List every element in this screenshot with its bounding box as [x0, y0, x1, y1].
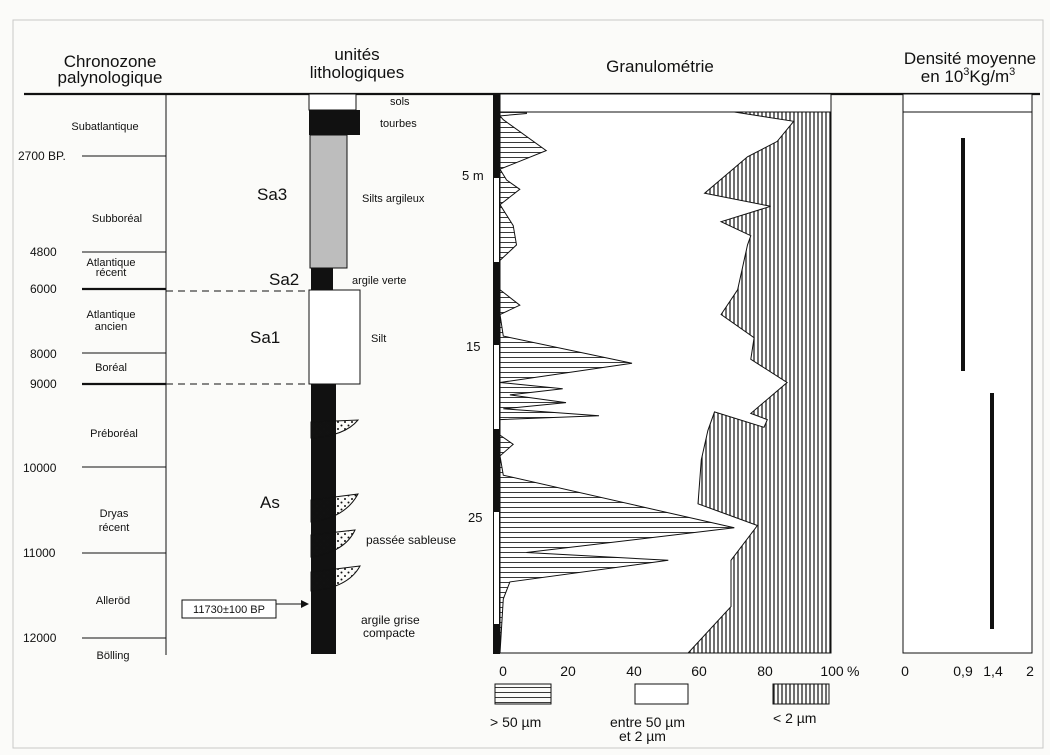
tourbes-layer [309, 110, 360, 135]
legend-label-medium-1: entre 50 µm [610, 714, 685, 730]
x-tick-60: 60 [691, 663, 707, 679]
granulometry-top-box [499, 93, 832, 113]
label-passee-sableuse: passée sableuse [366, 533, 456, 547]
sand-lens-3 [310, 529, 356, 558]
chronozone-dryas-recent-1: Dryas [100, 508, 129, 520]
label-tourbes: tourbes [380, 118, 417, 130]
age-labels: 2700 BP. 4800 6000 8000 9000 10000 11000… [18, 149, 66, 645]
chronozone-bolling: Bölling [96, 650, 129, 662]
figure-border [12, 19, 1044, 749]
argile-verte-layer [311, 268, 333, 290]
legend-swatch-fine [772, 683, 830, 705]
density-panel: 0 0,9 1,4 2 [901, 93, 1034, 679]
chronozone-header-line2: palynologique [58, 68, 163, 87]
granulometry-x-axis: 0 20 40 60 80 100 % [499, 663, 859, 679]
chronozone-allerod: Alleröd [96, 595, 130, 607]
chronozone-subatlantique: Subatlantique [71, 121, 138, 133]
x-tick-20: 20 [560, 663, 576, 679]
unit-sa1: Sa1 [250, 328, 280, 347]
chronozone-dryas-recent-2: récent [99, 522, 130, 534]
granulometry-header: Granulométrie [606, 57, 714, 76]
age-6000: 6000 [30, 282, 57, 296]
chronozone-boreal: Boréal [95, 362, 127, 374]
chronozone-atlantique-recent-2: récent [96, 267, 127, 279]
unit-sa2: Sa2 [269, 270, 299, 289]
age-11000: 11000 [23, 546, 56, 560]
age-8000: 8000 [30, 347, 57, 361]
density-header-line1: Densité moyenne [904, 49, 1036, 68]
label-sols: sols [390, 96, 410, 108]
density-tick-2: 2 [1026, 663, 1034, 679]
label-silt: Silt [371, 333, 386, 345]
density-tick-1-4: 1,4 [983, 663, 1003, 679]
silts-argileux-layer [309, 134, 348, 269]
age-9000: 9000 [30, 377, 57, 391]
x-tick-100: 100 [820, 663, 844, 679]
dating-box [181, 599, 277, 619]
sand-lens-2 [310, 493, 359, 523]
chronozone-atlantique-recent-1: Atlantique [87, 257, 136, 269]
legend-label-fine: < 2 µm [773, 710, 816, 726]
x-tick-40: 40 [626, 663, 642, 679]
depth-scale: 5 m 15 25 [462, 94, 500, 654]
coarse-fraction-area [498, 111, 735, 654]
unit-sa3: Sa3 [257, 185, 287, 204]
label-silts-argileux: Silts argileux [362, 193, 425, 205]
legend: > 50 µm entre 50 µm et 2 µm < 2 µm [490, 683, 830, 744]
sand-lens-4 [310, 565, 361, 592]
label-argile-grise-1: argile grise [361, 613, 420, 627]
unit-labels: Sa3 Sa2 Sa1 As [250, 185, 299, 512]
legend-label-coarse: > 50 µm [490, 714, 541, 730]
x-tick-80: 80 [757, 663, 773, 679]
dating-arrowhead [301, 600, 309, 608]
lithology-header-line2: lithologiques [310, 63, 405, 82]
density-header-line2: en 103Kg/m3 [921, 66, 1015, 86]
dating-label: 11730±100 BP [193, 604, 265, 616]
chronozone-atlantique-ancien-1: Atlantique [87, 309, 136, 321]
silt-layer [308, 289, 361, 385]
age-2700: 2700 BP. [18, 149, 66, 163]
legend-swatch-coarse [494, 683, 552, 705]
label-argile-verte: argile verte [352, 275, 406, 287]
chronozone-atlantique-ancien-2: ancien [95, 321, 127, 333]
sols-layer [308, 93, 357, 111]
density-plot-area [902, 93, 1033, 654]
fine-fraction-area [686, 111, 831, 654]
x-axis-unit: % [847, 663, 859, 679]
depth-segment-white-2 [494, 345, 499, 429]
chronozone-preboreal: Préboréal [90, 428, 138, 440]
x-tick-0: 0 [499, 663, 507, 679]
unit-as: As [260, 493, 280, 512]
chronozone-subboreal: Subboréal [92, 213, 142, 225]
lithology-header-line1: unités [334, 45, 379, 64]
depth-15: 15 [466, 339, 480, 354]
age-12000: 12000 [23, 631, 57, 645]
density-bar-upper [961, 138, 965, 371]
lithology-descriptions: sols tourbes Silts argileux argile verte… [352, 96, 456, 640]
chronozone-names: Subatlantique Subboréal Atlantique récen… [71, 121, 142, 662]
sand-lens-1 [310, 419, 360, 439]
density-tick-0-9: 0,9 [953, 663, 973, 679]
age-4800: 4800 [30, 245, 57, 259]
chronozone-header-line1: Chronozone [64, 52, 157, 71]
density-bar-lower [990, 393, 994, 629]
legend-swatch-medium [634, 683, 689, 705]
granulometry-panel [498, 93, 832, 654]
lithology-column [308, 93, 361, 654]
legend-label-medium-2: et 2 µm [619, 728, 666, 744]
label-argile-grise-2: compacte [363, 626, 415, 640]
depth-25: 25 [468, 510, 482, 525]
depth-segment-white-3 [494, 512, 499, 624]
age-10000: 10000 [23, 461, 57, 475]
depth-5m: 5 m [462, 168, 484, 183]
chronozone-boundaries [82, 155, 166, 639]
depth-segment-white-1 [494, 178, 499, 262]
density-tick-0: 0 [901, 663, 909, 679]
